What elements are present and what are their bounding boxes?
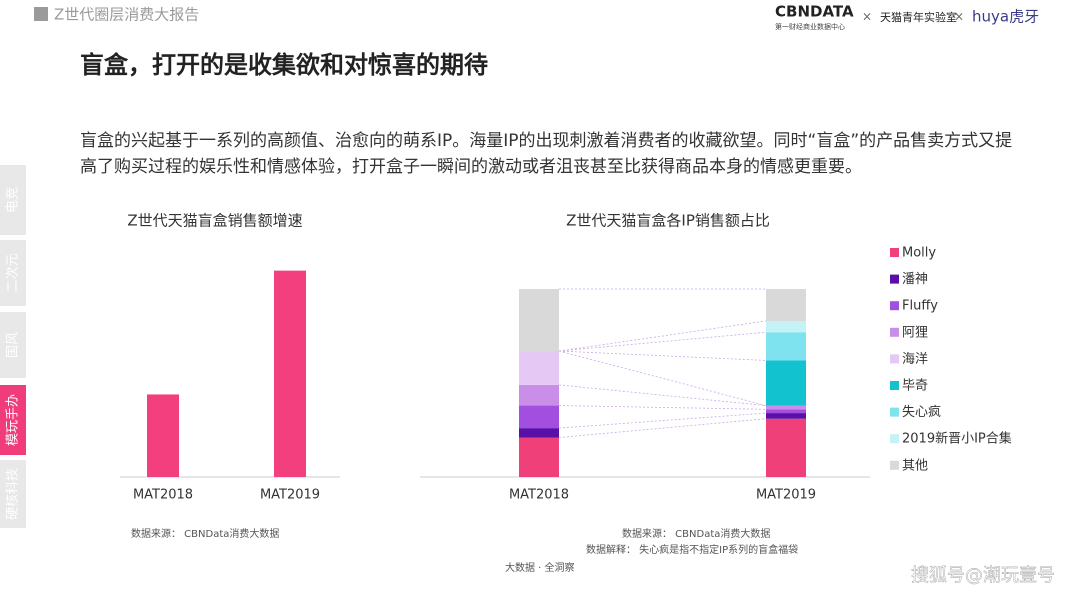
logo: CBNDATA — [775, 3, 854, 21]
legend-label: 失心疯 — [902, 404, 941, 420]
body-text: 盲盒的兴起基于一系列的高颜值、治愈向的萌系IP。海量IP的出现刺激着消费者的收藏… — [80, 131, 1013, 177]
legend-label: 阿狸 — [902, 325, 928, 340]
bar-segment — [766, 320, 806, 333]
bar-segment — [519, 437, 559, 477]
tab-label: 国风 — [6, 332, 21, 358]
logo-sub: 第一财经商业数据中心 — [775, 22, 845, 31]
source: 数据来源： CBNData消费大数据 — [131, 527, 279, 540]
bar — [147, 394, 179, 477]
bar-segment — [519, 289, 559, 352]
connector — [558, 418, 767, 438]
tab — [0, 165, 26, 235]
legend-swatch — [890, 248, 899, 257]
source: 数据来源： CBNData消费大数据 — [622, 527, 770, 540]
legend-label: 潘神 — [902, 272, 928, 287]
legend-swatch — [890, 381, 899, 390]
separator: × — [862, 10, 872, 24]
tab-label: 二次元 — [5, 253, 21, 292]
chart-title: Z世代天猫盲盒各IP销售额占比 — [566, 212, 770, 230]
chart-title: Z世代天猫盲盒销售额增速 — [127, 212, 302, 230]
bar-segment — [766, 360, 806, 406]
connector — [558, 384, 767, 406]
connector — [558, 320, 767, 352]
separator: × — [954, 10, 964, 24]
x-tick-label: MAT2018 — [133, 488, 193, 503]
note: 数据解释： 失心疯是指不指定IP系列的盲盒福袋 — [586, 543, 798, 556]
x-tick-label: MAT2018 — [509, 488, 569, 503]
bar-segment — [766, 409, 806, 414]
bar — [274, 270, 306, 477]
bar-segment — [766, 418, 806, 477]
bar-segment — [519, 428, 559, 438]
tab — [0, 460, 26, 528]
bar-segment — [766, 289, 806, 321]
bar-segment — [519, 405, 559, 429]
legend-swatch — [890, 407, 899, 417]
logo: 天猫青年实验室 — [880, 10, 957, 24]
legend-swatch — [890, 434, 899, 444]
legend-swatch — [890, 327, 899, 337]
tab-label: 模玩手办 — [6, 394, 21, 446]
connector — [558, 331, 767, 352]
tab — [0, 240, 26, 306]
logo: huya虎牙 — [972, 8, 1039, 26]
connector — [558, 405, 767, 410]
x-tick-label: MAT2019 — [756, 488, 816, 503]
legend-label: 2019新晋小IP合集 — [902, 431, 1012, 447]
tab — [0, 312, 26, 378]
bar-segment — [766, 405, 806, 410]
tab-label: 电竞 — [5, 187, 21, 213]
bar-segment — [766, 332, 806, 361]
legend-swatch — [890, 460, 899, 470]
header-icon — [34, 7, 48, 21]
legend-swatch — [890, 274, 899, 284]
legend-label: Fluffy — [902, 299, 938, 314]
report-name: Z世代圈层消费大报告 — [54, 6, 199, 24]
legend-label: 其他 — [902, 458, 928, 473]
legend-swatch — [890, 301, 899, 311]
bar-segment — [519, 384, 559, 406]
connector — [558, 350, 767, 361]
bar-segment — [519, 351, 559, 385]
watermark: 搜狐号@潮玩壹号 — [911, 565, 1055, 586]
tab — [0, 385, 26, 455]
legend-label: 海洋 — [902, 352, 928, 367]
footer: 大数据 · 全洞察 — [505, 561, 575, 574]
legend-label: Molly — [902, 246, 936, 261]
legend-label: 毕奇 — [902, 378, 928, 394]
tab-label: 硬核科技 — [6, 468, 21, 520]
bar-segment — [766, 413, 806, 419]
connector — [558, 412, 767, 429]
slide-title: 盲盒，打开的是收集欲和对惊喜的期待 — [80, 51, 488, 79]
x-tick-label: MAT2019 — [260, 488, 320, 503]
legend-swatch — [890, 354, 899, 364]
